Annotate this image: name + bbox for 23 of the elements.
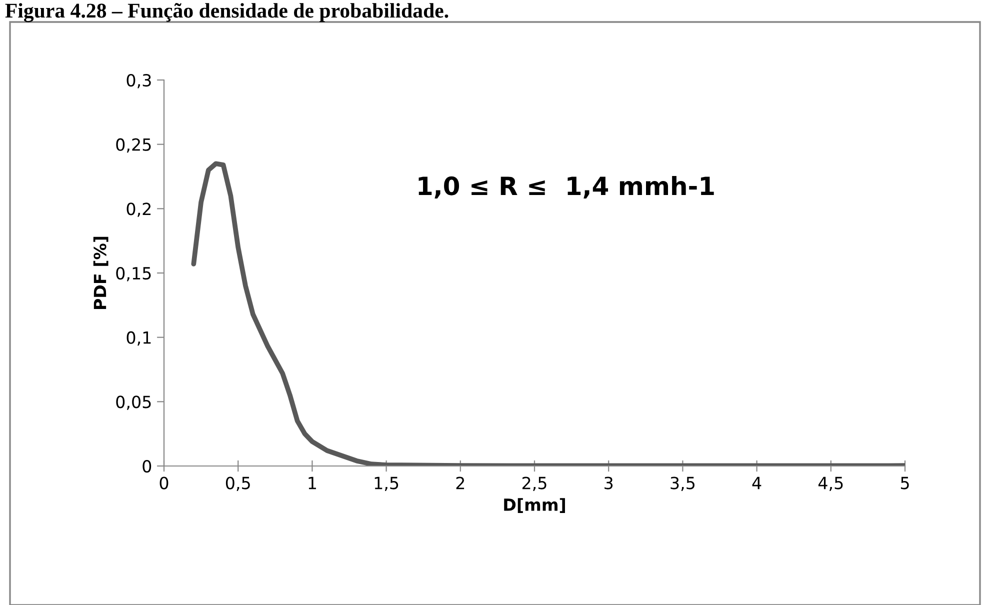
- y-axis-title: PDF [%]: [93, 236, 108, 310]
- x-tick-label: 3: [604, 476, 613, 490]
- y-tick-label: 0,25: [116, 138, 151, 153]
- x-tick-label: 2,5: [522, 476, 546, 492]
- chart-title: Figura 4.28 – Função densidade de probabilidade.: [5, 3, 448, 22]
- x-tick-label: 1,5: [374, 476, 398, 492]
- x-tick-label: 0: [160, 476, 168, 490]
- x-tick-label: 2: [456, 476, 464, 490]
- x-tick-label: 4: [752, 476, 762, 490]
- x-tick-label: 3,5: [670, 476, 694, 492]
- x-tick-label: 0,5: [226, 476, 250, 492]
- y-tick-label: 0,05: [116, 396, 151, 410]
- y-tick-label: 0,15: [116, 266, 151, 282]
- annotation: 1,0 ≤ R ≤ 1,4 mmh-1: [418, 176, 714, 199]
- line-series: [191, 161, 905, 466]
- y-tick-label: 0,3: [126, 74, 151, 88]
- x-tick-label: 1: [308, 476, 316, 490]
- x-axis-title: D[mm]: [504, 498, 565, 513]
- x-tick-label: 5: [900, 476, 909, 490]
- y-tick-label: 0,1: [126, 331, 151, 346]
- y-tick-label: 0: [142, 460, 152, 473]
- y-tick-label: 0,2: [126, 202, 151, 217]
- x-tick-label: 4,5: [818, 476, 843, 492]
